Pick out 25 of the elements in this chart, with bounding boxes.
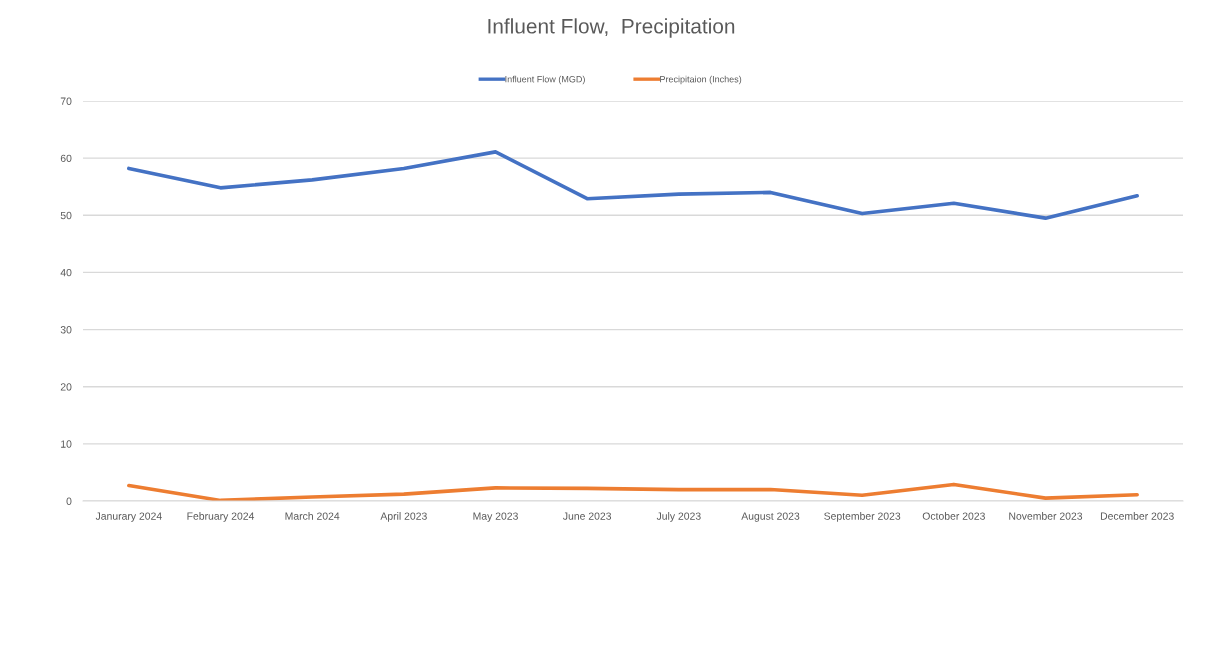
y-tick-label: 0 [66, 497, 72, 505]
y-tick-label: 20 [60, 383, 72, 391]
x-tick-label: September 2023 [824, 512, 901, 522]
chart-title: Influent Flow, Precipitation [488, 18, 735, 38]
x-tick-label: March 2024 [285, 512, 340, 520]
y-tick-label: 30 [60, 326, 72, 334]
legend-label: Precipitaion (Inches) [660, 75, 742, 85]
y-tick-label: 40 [60, 268, 72, 277]
x-tick-label: Janurary 2024 [95, 512, 162, 522]
x-tick-label: May 2023 [473, 512, 518, 522]
x-tick-label: February 2024 [187, 512, 255, 522]
y-tick-label: 60 [60, 154, 72, 163]
y-tick-label: 70 [60, 97, 72, 105]
x-tick-label: July 2023 [656, 512, 701, 522]
y-tick-label: 10 [61, 440, 72, 448]
x-tick-label: April 2023 [380, 512, 427, 522]
x-tick-label: October 2023 [922, 512, 985, 520]
x-tick-label: August 2023 [741, 512, 800, 522]
line-series [127, 482, 1139, 501]
y-tick-label: 50 [60, 211, 72, 220]
x-tick-label: November 2023 [1009, 512, 1083, 520]
legend-label: Influent Flow (MGD) [505, 75, 585, 85]
x-tick-label: June 2023 [563, 512, 612, 520]
line-series [127, 150, 1139, 220]
x-tick-label: December 2023 [1100, 512, 1174, 520]
